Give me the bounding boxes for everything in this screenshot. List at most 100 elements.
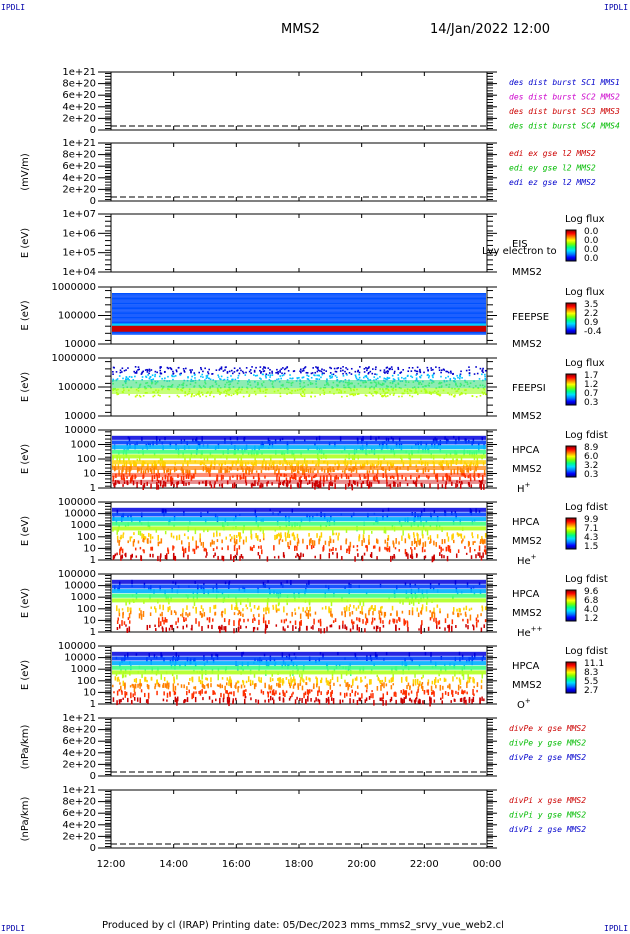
heat-cell — [201, 394, 204, 396]
heat-row — [112, 325, 486, 332]
heat-cell — [310, 698, 312, 702]
heat-cell — [354, 393, 357, 396]
heat-cell — [288, 663, 290, 667]
heat-cell — [172, 370, 174, 373]
heat-row — [112, 479, 486, 484]
heat-cell — [479, 394, 482, 397]
heat-cell — [164, 530, 167, 535]
heat-cell — [186, 469, 189, 476]
heat-cell — [275, 604, 277, 611]
colorbar-tick: 1.2 — [584, 380, 598, 390]
heat-cell — [221, 592, 224, 596]
heat-cell — [318, 628, 320, 632]
heat-cell — [237, 613, 239, 616]
heat-cell — [172, 581, 174, 584]
heat-cell — [244, 696, 247, 699]
heat-cell — [417, 689, 419, 693]
heat-cell — [190, 370, 192, 373]
heat-cell — [389, 483, 392, 489]
heat-cell — [390, 685, 393, 690]
heat-cell — [455, 513, 457, 519]
heat-cell — [290, 484, 292, 489]
heat-cell — [239, 475, 242, 480]
heat-cell — [484, 375, 486, 378]
heat-cell — [158, 375, 161, 378]
heat-cell — [420, 454, 422, 461]
heat-cell — [125, 378, 127, 381]
heat-cell — [141, 463, 143, 468]
heat-cell — [356, 481, 359, 487]
heat-cell — [249, 679, 252, 686]
heat-cell — [431, 665, 434, 669]
heat-cell — [290, 474, 293, 478]
heat-cell — [277, 677, 279, 681]
heat-cell — [392, 540, 394, 545]
ytick-label: 10000 — [64, 653, 96, 664]
heat-cell — [119, 536, 122, 540]
heat-cell — [354, 692, 356, 697]
heat-cell — [350, 393, 353, 396]
heat-cell — [344, 370, 346, 373]
heat-cell — [479, 589, 482, 595]
heat-cell — [447, 375, 450, 378]
heat-cell — [239, 367, 241, 370]
heat-cell — [272, 606, 275, 610]
heat-cell — [465, 463, 468, 468]
heat-cell — [294, 678, 296, 685]
heat-cell — [251, 366, 253, 368]
instrument-label: HPCA — [512, 661, 540, 672]
heat-cell — [256, 627, 259, 631]
heat-cell — [205, 377, 208, 380]
heat-cell — [388, 377, 391, 379]
heat-cell — [447, 536, 450, 542]
heat-cell — [402, 689, 405, 695]
heat-cell — [484, 369, 487, 372]
heat-cell — [421, 604, 424, 610]
legend-entry: des dist burst SC1 MMS1 — [509, 78, 620, 87]
heat-cell — [409, 657, 412, 661]
heat-cell — [286, 532, 289, 538]
heat-cell — [140, 683, 143, 687]
heat-cell — [368, 484, 370, 489]
legend-entry: divPi x gse MMS2 — [509, 796, 586, 805]
heat-cell — [382, 693, 385, 700]
heat-cell — [478, 545, 481, 552]
heat-cell — [481, 672, 484, 679]
heat-cell — [411, 395, 414, 398]
heat-cell — [193, 395, 195, 397]
heat-cell — [299, 683, 301, 686]
heat-cell — [131, 683, 134, 687]
heat-cell — [418, 698, 421, 704]
heat-cell — [125, 468, 127, 475]
heat-cell — [220, 626, 222, 630]
heat-cell — [212, 548, 215, 552]
heat-cell — [193, 374, 196, 376]
instrument-label: MMS2 — [512, 536, 542, 547]
heat-cell — [346, 692, 348, 697]
heat-cell — [175, 621, 177, 625]
heat-cell — [191, 676, 193, 681]
heat-cell — [294, 466, 297, 472]
heat-cell — [167, 473, 170, 476]
heat-cell — [327, 680, 330, 686]
heat-cell — [204, 691, 206, 694]
colorbar — [565, 445, 577, 478]
heat-cell — [282, 463, 284, 467]
heat-cell — [454, 440, 457, 445]
heat-cell — [309, 689, 311, 694]
heat-cell — [437, 621, 440, 625]
heat-cell — [130, 554, 132, 560]
heat-cell — [153, 460, 156, 466]
heat-row — [112, 307, 486, 310]
heat-cell — [475, 450, 478, 456]
heat-cell — [194, 528, 197, 535]
heat-cell — [235, 684, 237, 689]
heat-cell — [477, 473, 479, 477]
heat-cell — [296, 545, 298, 551]
heat-cell — [362, 376, 365, 379]
heat-cell — [441, 700, 443, 704]
heat-cell — [132, 684, 134, 688]
ytick-label: 8e+20 — [62, 150, 96, 161]
heat-cell — [192, 548, 194, 552]
heat-cell — [473, 685, 475, 689]
